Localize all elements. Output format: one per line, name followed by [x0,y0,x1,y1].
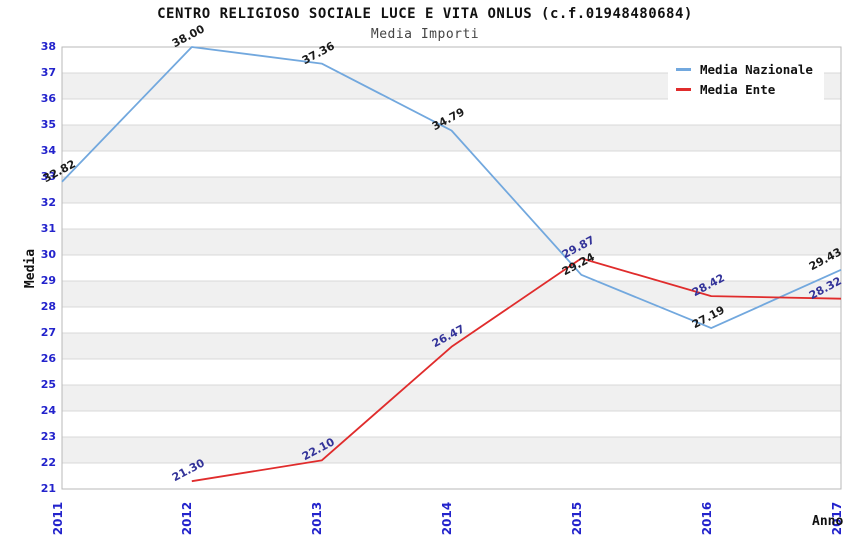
y-tick-label: 28 [40,300,56,313]
grid-band [62,177,841,203]
grid-band [62,411,841,437]
legend-line-swatch-nazionale [676,67,691,71]
y-tick-label: 29 [40,274,56,287]
x-tick-label: 2016 [699,501,714,535]
y-tick-label: 34 [40,144,56,157]
grid-band [62,125,841,151]
y-tick-label: 36 [40,92,56,105]
plot-border [61,46,842,490]
grid-band [62,463,841,489]
y-tick-label: 24 [40,404,56,417]
x-tick-label: 2012 [180,501,195,535]
legend-item-media-nazionale: Media Nazionale [676,59,816,79]
y-tick-label: 26 [40,352,56,365]
x-tick-label: 2015 [570,501,585,535]
legend-line-swatch-ente [676,87,691,91]
grid-band [62,151,841,177]
series-line-media-nazionale [61,46,842,330]
y-tick-label: 22 [40,456,56,469]
grid-band [62,359,841,385]
y-tick-label: 21 [40,482,56,495]
y-axis-title: Media [22,248,38,288]
y-tick-label: 38 [40,40,56,53]
y-tick-label: 25 [40,378,56,391]
grid-band [62,437,841,463]
grid-band [62,255,841,281]
y-tick-label: 31 [40,222,56,235]
legend-item-media-ente: Media Ente [676,79,816,99]
y-tick-label: 23 [40,430,56,443]
y-tick-label: 33 [40,170,56,183]
grid-band [62,281,841,307]
chart-title: CENTRO RELIGIOSO SOCIALE LUCE E VITA ONL… [157,6,693,22]
y-tick-label: 27 [40,326,56,339]
chart-subtitle: Media Importi [370,27,480,42]
grid-band [62,229,841,255]
y-tick-label: 37 [40,66,56,79]
legend: Media Nazionale Media Ente [668,52,824,105]
x-tick-label: 2014 [440,501,455,535]
y-tick-label: 30 [40,248,56,261]
y-tick-label: 32 [40,196,56,209]
y-tick-label: 35 [40,118,56,131]
grid-band [62,385,841,411]
grid-band [62,203,841,229]
x-axis-title: Anno [812,514,844,529]
series-line-media-ente [191,257,842,483]
x-tick-label: 2013 [310,501,325,535]
legend-label-media-nazionale: Media Nazionale [700,61,813,77]
x-tick-label: 2011 [50,501,65,535]
legend-label-media-ente: Media Ente [700,81,776,97]
